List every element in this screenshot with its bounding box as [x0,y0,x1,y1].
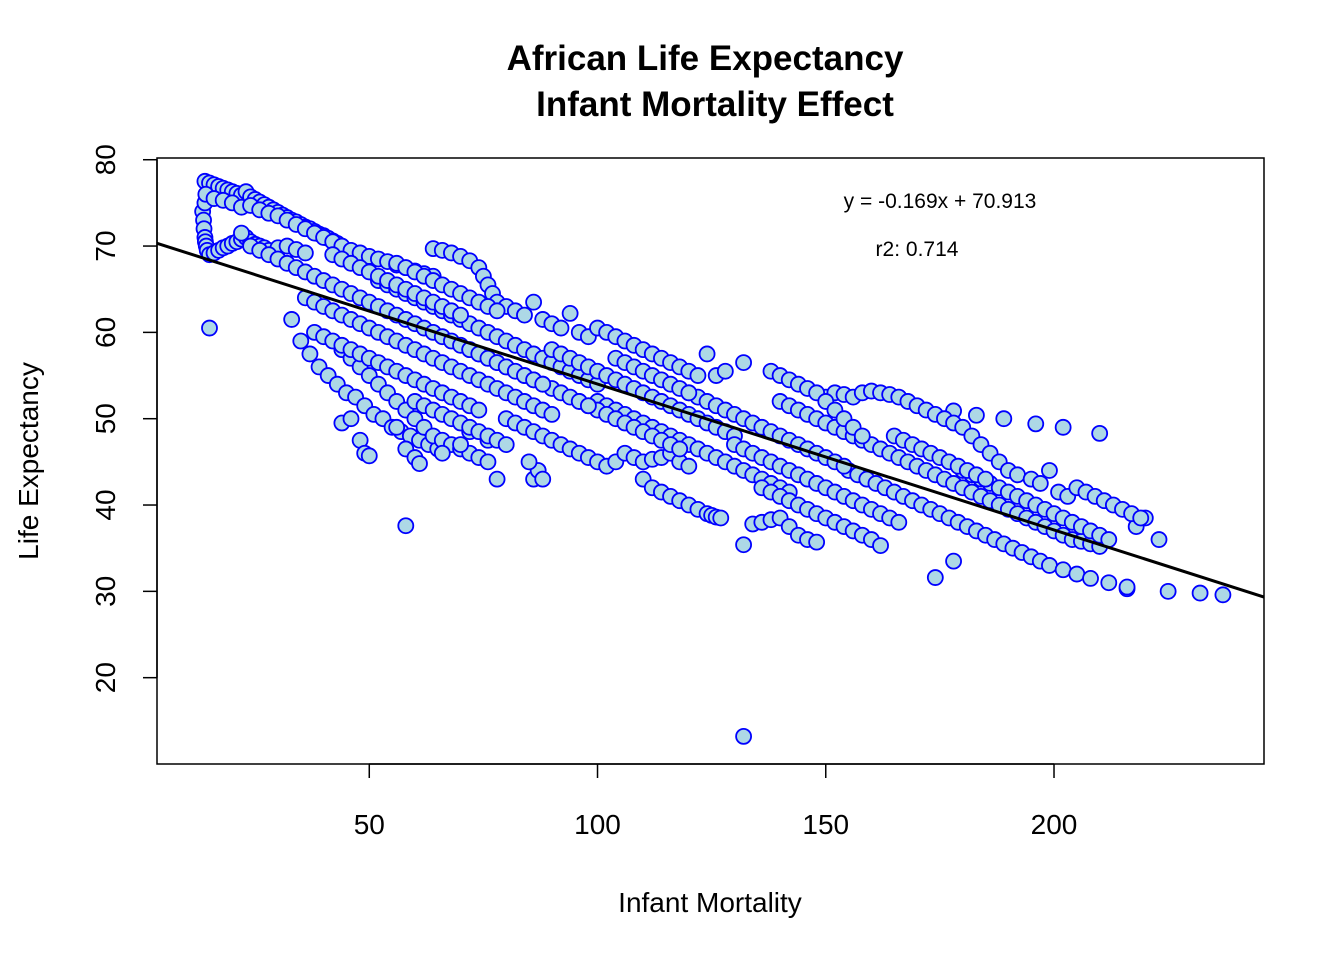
data-point [488,302,506,320]
data-point [853,427,871,445]
data-point [1054,561,1072,579]
y-tick-label: 20 [90,662,121,693]
data-point [680,457,698,475]
data-point [520,453,538,471]
y-tick-label: 80 [90,144,121,175]
data-point [433,444,451,462]
x-tick-label: 200 [1031,809,1078,840]
data-point [201,319,218,337]
regression-line [156,241,1265,599]
chart-title: African Life Expectancy [507,39,904,78]
data-point [397,517,415,535]
data-point [945,552,962,570]
data-point [689,367,707,384]
data-point [890,513,908,531]
data-point [735,354,752,371]
data-point [497,436,515,453]
data-points [194,172,1232,745]
data-point [296,244,314,262]
data-point [716,362,734,380]
data-point [1009,466,1026,484]
data-point [233,224,250,242]
data-point [479,453,497,471]
data-point [735,536,752,554]
data-point [926,569,944,586]
data-point [1214,586,1232,604]
y-tick-label: 70 [90,230,121,261]
x-axis-label: Infant Mortality [618,887,802,918]
data-point [977,470,994,488]
data-point [470,401,488,419]
data-point [342,410,360,428]
data-point [411,455,428,472]
data-point [712,509,730,527]
data-point [360,447,378,465]
data-point [452,306,469,324]
data-point [388,418,406,436]
data-point [283,311,301,328]
data-point [1031,475,1049,492]
data-point [1041,462,1058,479]
data-point [1027,415,1045,433]
data-point [1159,582,1177,600]
data-point [1100,574,1118,592]
y-axis: 20 30 40 50 60 70 80 [90,144,158,693]
data-point [671,440,689,458]
data-point [680,384,698,402]
y-tick-label: 40 [90,489,121,520]
equation-annotation: y = -0.169x + 70.913 [844,190,1037,213]
x-tick-label: 100 [574,809,621,840]
y-tick-label: 50 [90,403,121,434]
data-point [516,306,533,324]
data-point [1054,418,1072,436]
data-point [1068,565,1086,583]
y-axis-label: Life Expectancy [13,362,44,560]
data-point [1132,509,1150,527]
data-point [488,470,506,488]
x-tick-label: 50 [354,809,385,840]
data-point [995,410,1013,428]
data-point [552,319,570,337]
r2-annotation: r2: 0.714 [876,238,959,261]
x-tick-label: 150 [802,809,849,840]
data-point [698,345,716,363]
chart-subtitle: Infant Mortality Effect [536,85,894,124]
data-point [1041,557,1058,574]
data-point [301,345,319,363]
data-point [1150,531,1168,548]
data-point [1191,584,1209,602]
data-point [968,406,985,424]
y-tick-label: 60 [90,317,121,348]
data-point [1082,570,1099,587]
data-point [292,332,310,350]
data-point [872,537,889,554]
y-tick-label: 30 [90,576,121,607]
data-point [1091,424,1109,442]
data-point [534,470,552,488]
data-point [561,304,579,322]
data-point [1118,578,1136,596]
x-axis: 50 100 150 200 [354,763,1078,840]
data-point [735,727,752,745]
data-point [579,397,597,415]
data-point [452,436,469,453]
data-point [543,405,561,423]
data-point [525,293,543,311]
data-point [808,533,826,551]
data-point [534,375,552,393]
